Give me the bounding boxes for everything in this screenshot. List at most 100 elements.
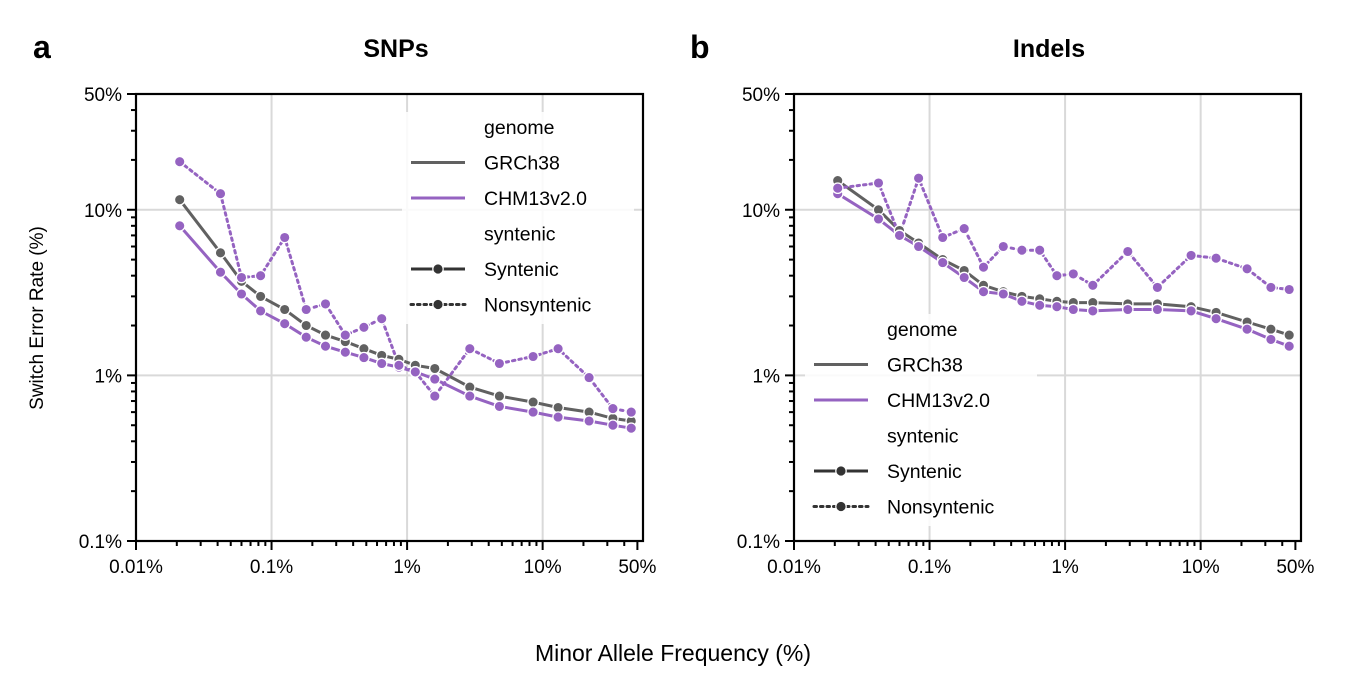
data-point bbox=[607, 419, 619, 432]
panel-snps: a SNPs 0.01% 0.1% 1% 10% 50% 0.1% 1% 10% 50% gen… bbox=[33, 29, 657, 578]
y-axis-label: Switch Error Rate (%) bbox=[27, 226, 48, 410]
y-tick-label: 1% bbox=[95, 366, 123, 387]
y-tick-label: 50% bbox=[84, 85, 122, 106]
data-point bbox=[552, 411, 564, 423]
data-point bbox=[300, 319, 313, 332]
data-point bbox=[977, 285, 990, 298]
data-point bbox=[936, 256, 949, 269]
data-point bbox=[1067, 268, 1080, 280]
data-point bbox=[977, 261, 990, 274]
x-tick-label: 50% bbox=[618, 557, 656, 578]
x-tick-label: 1% bbox=[393, 557, 421, 578]
legend-title-genome: genome bbox=[887, 319, 957, 341]
axes-frame bbox=[134, 92, 645, 543]
data-point bbox=[254, 290, 267, 303]
x-tick-label: 1% bbox=[1051, 557, 1079, 578]
data-point bbox=[583, 415, 595, 427]
y-tick-label: 10% bbox=[742, 201, 780, 222]
data-point bbox=[254, 305, 267, 317]
data-point bbox=[463, 342, 476, 355]
data-point bbox=[300, 331, 313, 344]
data-point bbox=[173, 219, 186, 232]
data-point bbox=[1033, 244, 1046, 257]
data-point bbox=[936, 231, 949, 244]
data-point bbox=[1051, 300, 1063, 313]
data-point bbox=[872, 213, 885, 225]
data-point bbox=[1033, 299, 1046, 312]
data-point bbox=[409, 366, 422, 378]
x-tick-label: 0.1% bbox=[908, 557, 951, 578]
data-point bbox=[428, 390, 441, 402]
data-point bbox=[1016, 295, 1028, 308]
data-point bbox=[493, 357, 506, 370]
data-point bbox=[1086, 305, 1099, 317]
data-point bbox=[1151, 303, 1164, 316]
x-tick-label: 10% bbox=[524, 557, 562, 578]
legend: genome GRCh38 CHM13v2.0 syntenic Syntenic Non… bbox=[402, 112, 634, 324]
data-point bbox=[1086, 279, 1099, 292]
data-point bbox=[1283, 283, 1296, 296]
legend-entry: Syntenic bbox=[887, 461, 962, 483]
legend-entry: GRCh38 bbox=[887, 355, 963, 377]
data-point bbox=[552, 401, 564, 414]
data-point bbox=[583, 371, 595, 384]
legend-box bbox=[402, 112, 634, 324]
data-point bbox=[1151, 281, 1164, 294]
data-point bbox=[1121, 245, 1134, 258]
data-point bbox=[625, 422, 638, 435]
legend-entry: CHM13v2.0 bbox=[887, 390, 990, 412]
data-point bbox=[893, 229, 906, 242]
data-point bbox=[872, 177, 885, 189]
data-point bbox=[339, 329, 352, 341]
data-point bbox=[319, 329, 332, 341]
legend-title-syntenic: syntenic bbox=[484, 224, 556, 246]
legend-entry: Nonsyntenic bbox=[887, 497, 995, 519]
panel-title-snps: SNPs bbox=[363, 35, 428, 63]
data-point bbox=[358, 351, 370, 364]
data-point bbox=[375, 357, 388, 370]
data-point bbox=[173, 155, 186, 168]
panel-letter-a: a bbox=[33, 29, 51, 65]
data-point bbox=[1121, 303, 1134, 316]
axes: 0.01% 0.1% 1% 10% 50% 0.1% 1% 10% 50% bbox=[79, 85, 657, 578]
data-point bbox=[625, 406, 638, 418]
x-tick-label: 10% bbox=[1182, 557, 1220, 578]
y-tick-label: 1% bbox=[753, 366, 781, 387]
legend-entry: Syntenic bbox=[484, 259, 559, 281]
x-tick-label: 0.1% bbox=[250, 557, 293, 578]
data-point bbox=[958, 222, 971, 235]
series-points bbox=[831, 172, 1296, 353]
data-point bbox=[300, 303, 313, 316]
data-point bbox=[958, 271, 971, 284]
data-point bbox=[1265, 281, 1277, 294]
data-point bbox=[278, 303, 291, 316]
data-point bbox=[214, 266, 227, 279]
data-point bbox=[235, 271, 248, 284]
data-point bbox=[1283, 340, 1296, 353]
data-point bbox=[1241, 323, 1253, 336]
axes: 0.01% 0.1% 1% 10% 50% 0.1% 1% 10% 50% bbox=[737, 85, 1315, 578]
y-tick-label: 10% bbox=[84, 201, 122, 222]
panel-letter-b: b bbox=[690, 29, 710, 65]
data-point bbox=[278, 231, 291, 244]
legend-title-syntenic: syntenic bbox=[887, 426, 959, 448]
data-point bbox=[1265, 333, 1277, 346]
data-point bbox=[552, 342, 564, 355]
data-point bbox=[1210, 312, 1222, 325]
data-point bbox=[214, 246, 227, 259]
axes-frame bbox=[792, 92, 1303, 543]
x-tick-label: 50% bbox=[1276, 557, 1314, 578]
data-point bbox=[997, 288, 1010, 300]
y-tick-label: 0.1% bbox=[737, 532, 780, 553]
data-point bbox=[1051, 269, 1063, 282]
data-point bbox=[358, 321, 370, 334]
data-point bbox=[319, 340, 332, 353]
data-point bbox=[235, 288, 248, 300]
legend-box bbox=[805, 314, 1037, 526]
panel-indels: b Indels 0.01% 0.1% 1% 10% 50% 0.1% 1% 10% 50% g… bbox=[690, 29, 1315, 578]
legend-marker bbox=[432, 263, 444, 275]
data-point bbox=[319, 298, 332, 310]
data-point bbox=[527, 396, 539, 408]
data-point bbox=[831, 182, 844, 195]
